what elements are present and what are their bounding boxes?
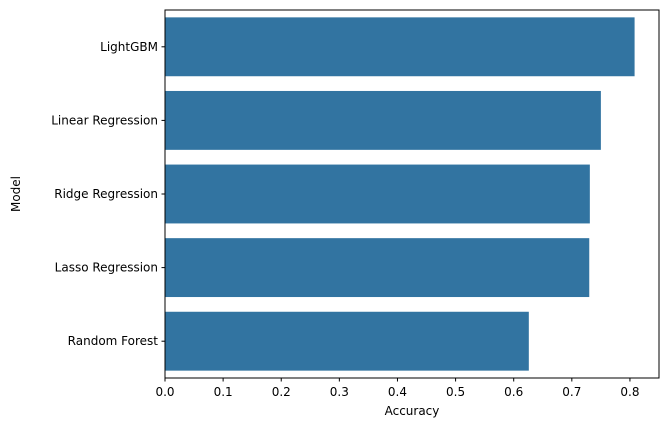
x-axis-ticks: 0.0 0.1 0.2 0.3 0.4 0.5 0.6 0.7 0.8: [155, 378, 639, 399]
y-tick-label: Linear Regression: [51, 113, 158, 127]
y-tick-label: Lasso Regression: [55, 261, 158, 275]
y-tick-label: LightGBM: [100, 40, 158, 54]
x-axis-label: Accuracy: [385, 404, 440, 418]
y-tick-label: Ridge Regression: [54, 187, 158, 201]
bar-3: [165, 238, 590, 298]
bar-1: [165, 90, 601, 150]
bar-0: [165, 17, 635, 77]
x-tick-label: 0.5: [446, 385, 465, 399]
x-tick-label: 0.8: [620, 385, 639, 399]
x-tick-label: 0.0: [155, 385, 174, 399]
y-axis-ticks: LightGBM Linear Regression Ridge Regressio…: [51, 40, 165, 348]
x-tick-label: 0.6: [504, 385, 523, 399]
x-tick-label: 0.4: [388, 385, 407, 399]
bar-4: [165, 311, 529, 371]
x-tick-label: 0.3: [330, 385, 349, 399]
x-tick-label: 0.1: [214, 385, 233, 399]
y-tick-label: Random Forest: [68, 334, 159, 348]
y-axis-label: Model: [9, 176, 23, 212]
bars-group: [165, 17, 635, 371]
x-tick-label: 0.7: [562, 385, 581, 399]
x-tick-label: 0.2: [272, 385, 291, 399]
bar-2: [165, 164, 590, 224]
